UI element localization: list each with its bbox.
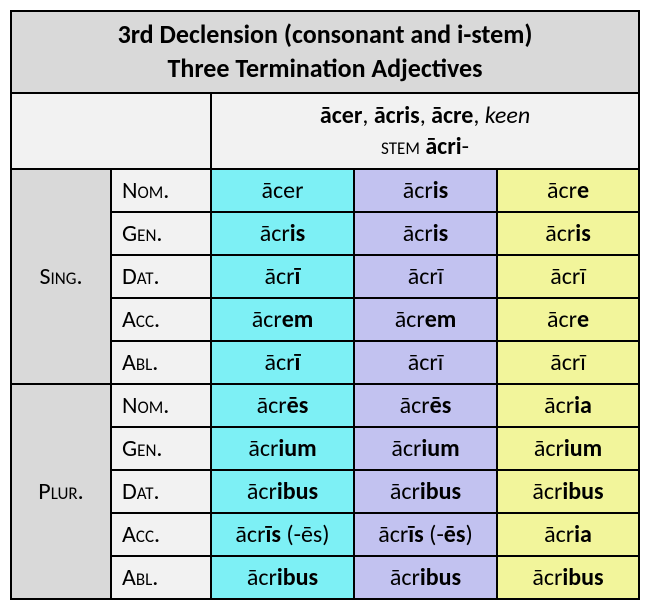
plur-acc-f: ācrīs (-ēs) bbox=[354, 513, 497, 556]
plur-gen-n: ācrium bbox=[497, 427, 639, 470]
plur-dat-m: ācribus bbox=[211, 470, 354, 513]
case-abl-pl: Abl. bbox=[111, 556, 211, 599]
sing-nom-f: ācris bbox=[354, 169, 497, 212]
plur-abl-m: ācribus bbox=[211, 556, 354, 599]
ex-gloss: keen bbox=[485, 101, 530, 130]
sing-abl-m: ācrī bbox=[211, 341, 354, 384]
plur-nom-f: ācrēs bbox=[354, 384, 497, 427]
sing-gen-n: ācris bbox=[497, 212, 639, 255]
sing-gen-m: ācris bbox=[211, 212, 354, 255]
title-line2: Three Termination Adjectives bbox=[168, 52, 483, 84]
case-acc-pl: Acc. bbox=[111, 513, 211, 556]
plur-dat-n: ācribus bbox=[497, 470, 639, 513]
case-acc: Acc. bbox=[111, 298, 211, 341]
sing-dat-f: ācrī bbox=[354, 255, 497, 298]
plur-acc-n: ācria bbox=[497, 513, 639, 556]
plur-abl-n: ācribus bbox=[497, 556, 639, 599]
stem-label: stem bbox=[381, 132, 420, 161]
sing-dat-m: ācrī bbox=[211, 255, 354, 298]
ex-w1: ācer bbox=[320, 101, 363, 130]
ex-w3: ācre bbox=[431, 101, 473, 130]
sing-acc-f: ācrem bbox=[354, 298, 497, 341]
case-gen-pl: Gen. bbox=[111, 427, 211, 470]
ex-w2: ācris bbox=[374, 101, 420, 130]
declension-table: 3rd Declension (consonant and i-stem) Th… bbox=[10, 10, 640, 600]
plur-gen-f: ācrium bbox=[354, 427, 497, 470]
table-title: 3rd Declension (consonant and i-stem) Th… bbox=[11, 11, 639, 93]
plur-nom-m: ācrēs bbox=[211, 384, 354, 427]
case-abl: Abl. bbox=[111, 341, 211, 384]
sing-nom-m: ācer bbox=[211, 169, 354, 212]
plur-dat-f: ācribus bbox=[354, 470, 497, 513]
plur-gen-m: ācrium bbox=[211, 427, 354, 470]
case-gen: Gen. bbox=[111, 212, 211, 255]
sing-acc-m: ācrem bbox=[211, 298, 354, 341]
plur-nom-n: ācria bbox=[497, 384, 639, 427]
plur-abl-f: ācribus bbox=[354, 556, 497, 599]
plur-acc-m: ācrīs (-ēs) bbox=[211, 513, 354, 556]
case-dat: Dat. bbox=[111, 255, 211, 298]
blank-header bbox=[11, 93, 211, 169]
case-nom: Nom. bbox=[111, 169, 211, 212]
stem-dash: - bbox=[462, 132, 469, 161]
example-header: ācer, ācris, ācre, keen stem ācri- bbox=[211, 93, 639, 169]
case-dat-pl: Dat. bbox=[111, 470, 211, 513]
title-line1: 3rd Declension (consonant and i-stem) bbox=[118, 18, 533, 50]
sing-abl-n: ācrī bbox=[497, 341, 639, 384]
sing-acc-n: ācre bbox=[497, 298, 639, 341]
number-plur: Plur. bbox=[11, 384, 111, 599]
sing-dat-n: ācrī bbox=[497, 255, 639, 298]
sing-gen-f: ācris bbox=[354, 212, 497, 255]
sing-abl-f: ācrī bbox=[354, 341, 497, 384]
number-sing: Sing. bbox=[11, 169, 111, 384]
sing-nom-n: ācre bbox=[497, 169, 639, 212]
case-nom-pl: Nom. bbox=[111, 384, 211, 427]
stem-value: ācri bbox=[425, 132, 461, 161]
